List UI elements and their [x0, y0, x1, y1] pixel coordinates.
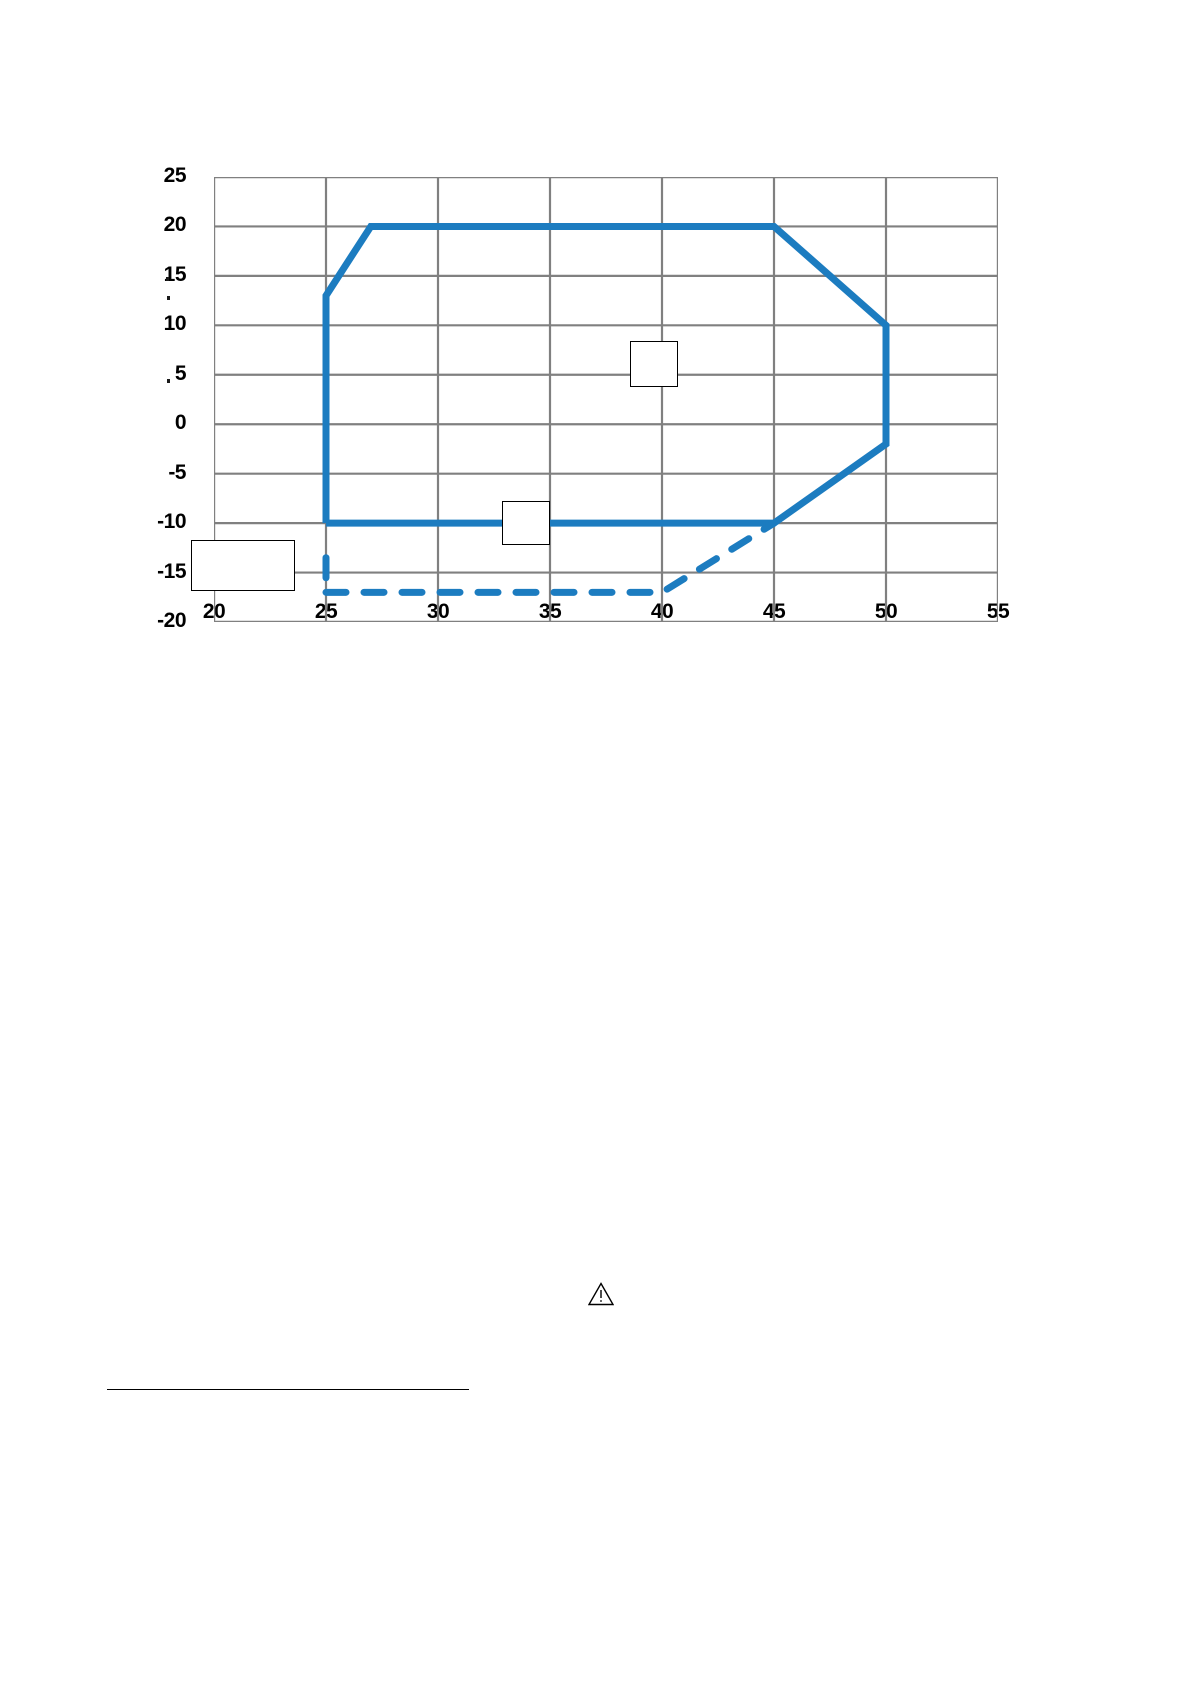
y-tick-label-text: -15 — [157, 559, 186, 583]
callout-lower — [502, 501, 550, 545]
y-tick-label-text: -10 — [157, 510, 186, 534]
plot-area — [214, 177, 998, 622]
y-tick-label-text: 15 — [163, 262, 187, 286]
data-series-layer — [322, 222, 890, 596]
stray-dot-3 — [167, 379, 170, 383]
y-tick-label-text: 25 — [163, 164, 187, 187]
y-tick-label-text: 10 — [163, 312, 187, 336]
y-tick-label-text: 5 — [174, 361, 187, 385]
chart-figure: 25 20 15 10 5 0 -5 -10 -15 -20 20 25 30 35 40 45 50 55 — [0, 0, 1190, 700]
stray-dot-2 — [167, 296, 170, 300]
stray-dot-1 — [166, 277, 169, 281]
callout-upper — [630, 341, 678, 387]
y-tick-label-text: 20 — [163, 213, 187, 237]
callout-bottom-left — [191, 540, 295, 591]
y-tick-label-text: -5 — [168, 460, 186, 484]
x-tick-label: 55 — [986, 600, 1010, 623]
footnote-separator — [107, 1389, 469, 1390]
series-operating-envelope-solid — [322, 222, 890, 527]
warning-triangle-icon — [588, 1282, 614, 1306]
y-tick-label-text: 0 — [174, 411, 187, 435]
y-tick-label-text: -20 — [157, 609, 186, 632]
series-extended-envelope-dashed — [322, 519, 778, 596]
